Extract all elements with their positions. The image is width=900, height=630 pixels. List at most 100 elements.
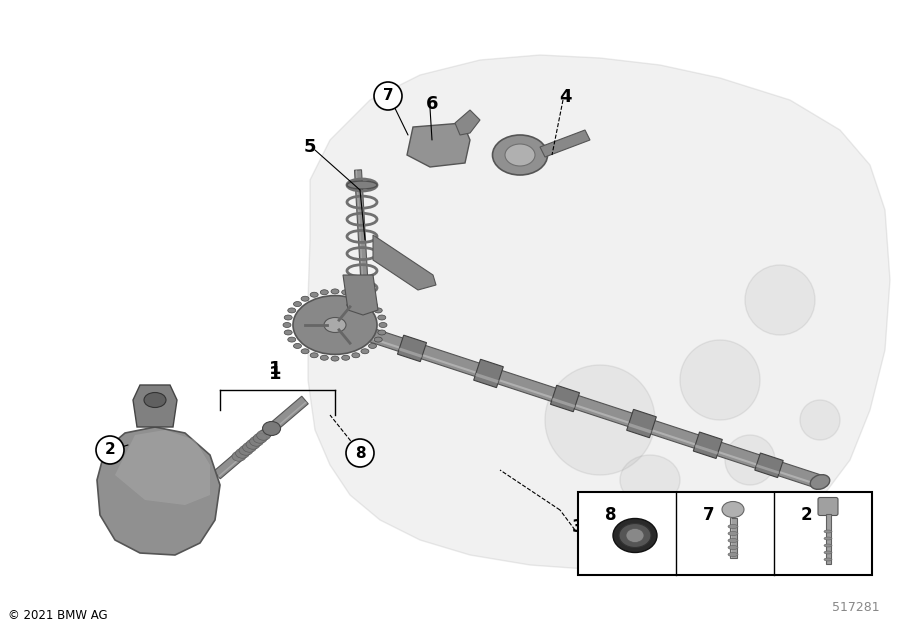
Ellipse shape (288, 337, 296, 342)
Polygon shape (695, 444, 718, 455)
Polygon shape (825, 513, 831, 563)
Ellipse shape (725, 435, 775, 485)
Text: 1: 1 (269, 365, 281, 383)
Ellipse shape (824, 537, 832, 540)
Ellipse shape (253, 433, 267, 444)
Polygon shape (356, 170, 365, 310)
Polygon shape (455, 110, 480, 135)
Polygon shape (336, 314, 365, 343)
Ellipse shape (352, 353, 360, 358)
Ellipse shape (728, 525, 738, 529)
Ellipse shape (824, 530, 832, 533)
Ellipse shape (824, 558, 832, 561)
Ellipse shape (342, 290, 350, 295)
Text: © 2021 BMW AG: © 2021 BMW AG (8, 609, 108, 622)
Polygon shape (308, 308, 823, 489)
Ellipse shape (284, 315, 292, 320)
Polygon shape (338, 328, 361, 338)
Polygon shape (398, 335, 427, 362)
Polygon shape (756, 464, 779, 474)
Polygon shape (309, 317, 819, 486)
Ellipse shape (728, 546, 738, 549)
Ellipse shape (745, 265, 815, 335)
Ellipse shape (347, 181, 377, 189)
Polygon shape (407, 123, 470, 167)
Ellipse shape (293, 295, 377, 355)
Text: 5: 5 (304, 138, 316, 156)
Text: 7: 7 (382, 88, 393, 103)
Polygon shape (399, 348, 422, 358)
Ellipse shape (368, 302, 376, 307)
Polygon shape (214, 396, 308, 479)
Ellipse shape (352, 292, 360, 297)
Polygon shape (473, 359, 503, 387)
Ellipse shape (379, 323, 387, 328)
Ellipse shape (239, 445, 253, 455)
Text: 4: 4 (559, 88, 572, 106)
Polygon shape (355, 170, 370, 310)
Text: 7: 7 (703, 506, 715, 524)
Ellipse shape (293, 343, 302, 348)
Ellipse shape (626, 529, 644, 542)
Text: 517281: 517281 (832, 601, 880, 614)
Ellipse shape (492, 135, 547, 175)
Text: 2: 2 (801, 506, 813, 524)
Ellipse shape (263, 421, 281, 435)
Ellipse shape (374, 308, 382, 313)
Ellipse shape (505, 144, 535, 166)
Ellipse shape (256, 430, 271, 440)
Polygon shape (551, 386, 580, 412)
Bar (578, 492, 872, 575)
Ellipse shape (331, 289, 339, 294)
Ellipse shape (368, 343, 376, 348)
Text: 8: 8 (605, 506, 617, 524)
Polygon shape (628, 423, 652, 433)
Polygon shape (133, 385, 177, 427)
Text: 8: 8 (355, 445, 365, 461)
Text: 6: 6 (426, 95, 438, 113)
Polygon shape (626, 410, 656, 438)
Ellipse shape (144, 392, 166, 408)
Circle shape (96, 436, 124, 464)
Ellipse shape (810, 474, 830, 490)
Ellipse shape (320, 290, 328, 295)
Ellipse shape (728, 539, 738, 542)
Ellipse shape (545, 365, 655, 475)
Ellipse shape (246, 439, 260, 449)
Ellipse shape (824, 544, 832, 547)
Polygon shape (693, 432, 723, 459)
Polygon shape (755, 453, 783, 478)
Ellipse shape (361, 349, 369, 354)
Ellipse shape (320, 355, 328, 360)
Polygon shape (730, 517, 736, 558)
Ellipse shape (613, 518, 657, 553)
Ellipse shape (302, 349, 309, 354)
Ellipse shape (284, 330, 292, 335)
Polygon shape (115, 430, 210, 505)
Polygon shape (731, 517, 732, 558)
Polygon shape (552, 398, 575, 408)
Ellipse shape (310, 353, 319, 358)
Ellipse shape (324, 318, 346, 333)
Ellipse shape (800, 400, 840, 440)
Ellipse shape (722, 501, 744, 517)
Ellipse shape (374, 337, 382, 342)
Ellipse shape (293, 302, 302, 307)
Ellipse shape (288, 308, 296, 313)
Ellipse shape (232, 451, 246, 461)
Polygon shape (308, 55, 890, 570)
Ellipse shape (249, 436, 264, 446)
Text: 2: 2 (104, 442, 115, 457)
Circle shape (374, 82, 402, 110)
Circle shape (346, 439, 374, 467)
Polygon shape (475, 373, 499, 384)
Polygon shape (343, 275, 378, 315)
Ellipse shape (728, 532, 738, 536)
Ellipse shape (347, 301, 377, 309)
Polygon shape (373, 235, 436, 290)
Ellipse shape (680, 340, 760, 420)
Ellipse shape (283, 323, 291, 328)
Ellipse shape (302, 296, 309, 301)
FancyBboxPatch shape (818, 498, 838, 515)
Ellipse shape (243, 442, 256, 452)
